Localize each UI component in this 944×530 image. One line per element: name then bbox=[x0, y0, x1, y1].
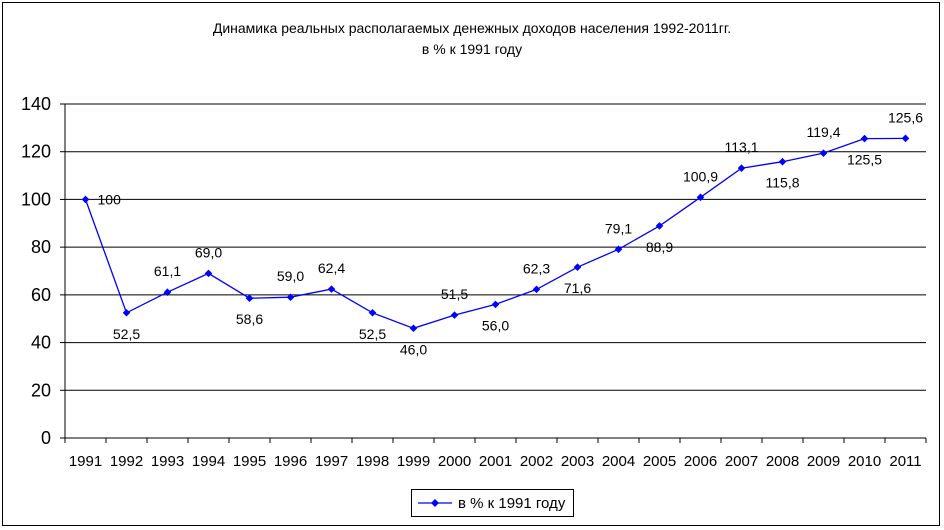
chart-title-block: Динамика реальных располагаемых денежных… bbox=[0, 18, 944, 60]
data-labels-layer: 100 52,5 61,1 69,0 58,6 59,0 62,4 52,5 46,0 51,5 5… bbox=[98, 109, 924, 357]
data-label: 51,5 bbox=[441, 286, 468, 302]
data-label: 46,0 bbox=[400, 341, 427, 357]
series-line bbox=[84, 137, 906, 329]
data-label: 59,0 bbox=[277, 268, 304, 284]
y-tick-label: 80 bbox=[31, 237, 51, 257]
x-tick-label: 1996 bbox=[274, 453, 307, 470]
x-tick-label: 2004 bbox=[602, 453, 635, 470]
data-label: 61,1 bbox=[154, 263, 181, 279]
data-point-marker bbox=[409, 324, 418, 333]
axes: 0 20 40 60 80 100 120 140 1991 1992 1993 1994 1995 19… bbox=[21, 94, 927, 470]
x-tick-label: 2001 bbox=[479, 453, 512, 470]
data-point-marker bbox=[819, 149, 828, 157]
data-label: 125,6 bbox=[888, 109, 923, 125]
data-label: 125,5 bbox=[847, 152, 882, 168]
x-tick-label: 2009 bbox=[807, 453, 840, 470]
chart-title: Динамика реальных располагаемых денежных… bbox=[212, 20, 732, 36]
x-tick-label: 2005 bbox=[643, 453, 676, 470]
data-point-marker bbox=[778, 157, 787, 166]
data-point-marker bbox=[532, 285, 541, 294]
y-tick-label: 120 bbox=[21, 142, 51, 162]
data-point-marker bbox=[122, 308, 131, 317]
data-point-marker bbox=[614, 245, 623, 254]
data-label: 115,8 bbox=[766, 175, 800, 191]
data-label: 58,6 bbox=[236, 311, 263, 327]
data-point-marker bbox=[81, 195, 90, 204]
y-tick-label: 0 bbox=[41, 428, 51, 448]
x-tick-label: 2006 bbox=[684, 453, 717, 470]
data-point-marker bbox=[327, 285, 336, 293]
y-tick-label: 40 bbox=[31, 333, 51, 353]
data-label: 88,9 bbox=[646, 239, 673, 255]
data-point-marker bbox=[286, 293, 295, 302]
y-tick-label: 140 bbox=[21, 94, 51, 114]
series-layer bbox=[84, 137, 906, 329]
x-tick-label: 2008 bbox=[766, 453, 799, 470]
data-label: 100,9 bbox=[683, 168, 718, 184]
data-label: 52,5 bbox=[113, 326, 140, 342]
data-point-marker bbox=[573, 263, 582, 271]
data-label: 113,1 bbox=[725, 139, 759, 155]
data-point-marker bbox=[696, 193, 705, 202]
data-point-marker bbox=[491, 300, 500, 309]
x-tick-label: 2011 bbox=[889, 453, 921, 470]
data-label: 119,4 bbox=[807, 124, 841, 140]
data-label: 69,0 bbox=[195, 244, 222, 260]
x-tick-label: 1991 bbox=[69, 453, 102, 470]
data-label: 100 bbox=[98, 191, 122, 207]
data-point-marker bbox=[655, 222, 664, 230]
y-tick-label: 60 bbox=[31, 285, 51, 305]
x-tick-label: 2003 bbox=[561, 453, 594, 470]
x-tick-label: 1995 bbox=[233, 453, 266, 470]
data-label: 62,3 bbox=[523, 260, 550, 276]
legend-swatch-icon bbox=[418, 499, 452, 507]
data-label: 79,1 bbox=[605, 220, 632, 236]
data-label: 71,6 bbox=[564, 280, 591, 296]
legend-label: в % к 1991 году bbox=[458, 494, 566, 512]
legend: в % к 1991 году bbox=[411, 489, 575, 517]
data-label: 52,5 bbox=[359, 326, 386, 342]
data-point-marker bbox=[450, 311, 459, 319]
y-tick-label: 20 bbox=[31, 380, 51, 400]
data-point-marker bbox=[737, 164, 746, 172]
markers-layer bbox=[81, 134, 910, 333]
x-tick-label: 2007 bbox=[725, 453, 758, 470]
x-tick-label: 2010 bbox=[848, 453, 881, 470]
data-label: 62,4 bbox=[318, 260, 345, 276]
data-point-marker bbox=[245, 294, 254, 302]
data-point-marker bbox=[204, 269, 213, 278]
data-point-marker bbox=[163, 288, 172, 297]
x-tick-label: 2000 bbox=[438, 453, 471, 470]
data-point-marker bbox=[368, 308, 377, 317]
x-tick-label: 1999 bbox=[397, 453, 430, 470]
y-tick-label: 100 bbox=[21, 189, 51, 209]
data-label: 56,0 bbox=[482, 317, 509, 333]
grid-lines bbox=[65, 103, 926, 391]
x-tick-label: 2002 bbox=[520, 453, 553, 470]
data-point-marker bbox=[901, 134, 910, 143]
data-point-marker bbox=[860, 134, 869, 143]
x-tick-label: 1997 bbox=[315, 453, 348, 470]
x-tick-label: 1994 bbox=[192, 453, 225, 470]
chart-subtitle: в % к 1991 году bbox=[421, 41, 523, 57]
x-tick-label: 1998 bbox=[356, 453, 389, 470]
x-tick-label: 1993 bbox=[151, 453, 184, 470]
x-tick-label: 1992 bbox=[110, 453, 143, 470]
